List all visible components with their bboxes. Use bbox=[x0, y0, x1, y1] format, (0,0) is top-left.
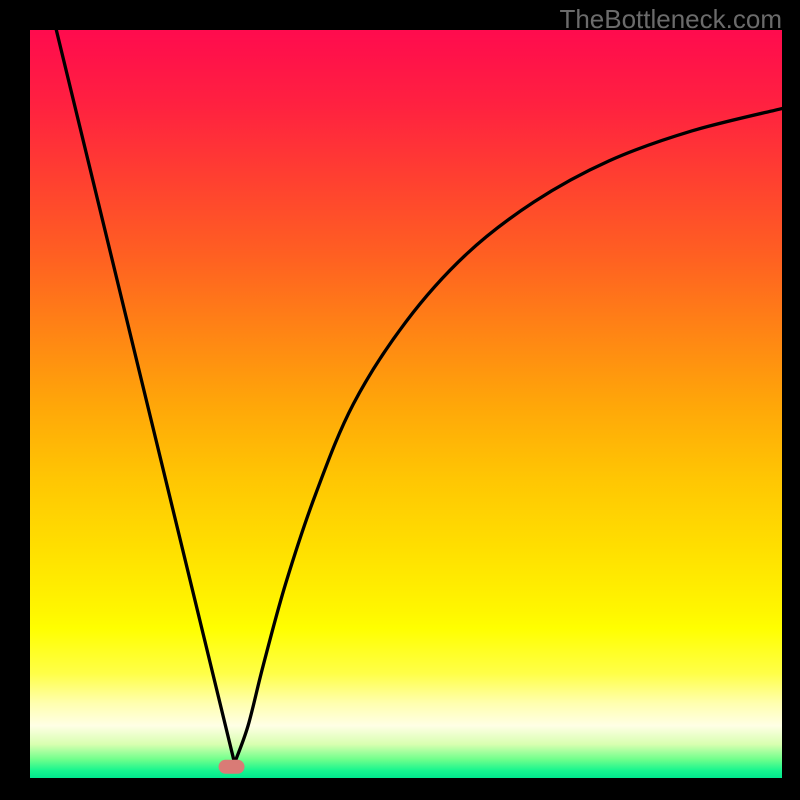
watermark-text: TheBottleneck.com bbox=[559, 4, 782, 35]
gradient-background bbox=[30, 30, 782, 778]
minimum-marker bbox=[219, 760, 245, 774]
bottleneck-chart bbox=[0, 0, 800, 800]
chart-container: TheBottleneck.com bbox=[0, 0, 800, 800]
